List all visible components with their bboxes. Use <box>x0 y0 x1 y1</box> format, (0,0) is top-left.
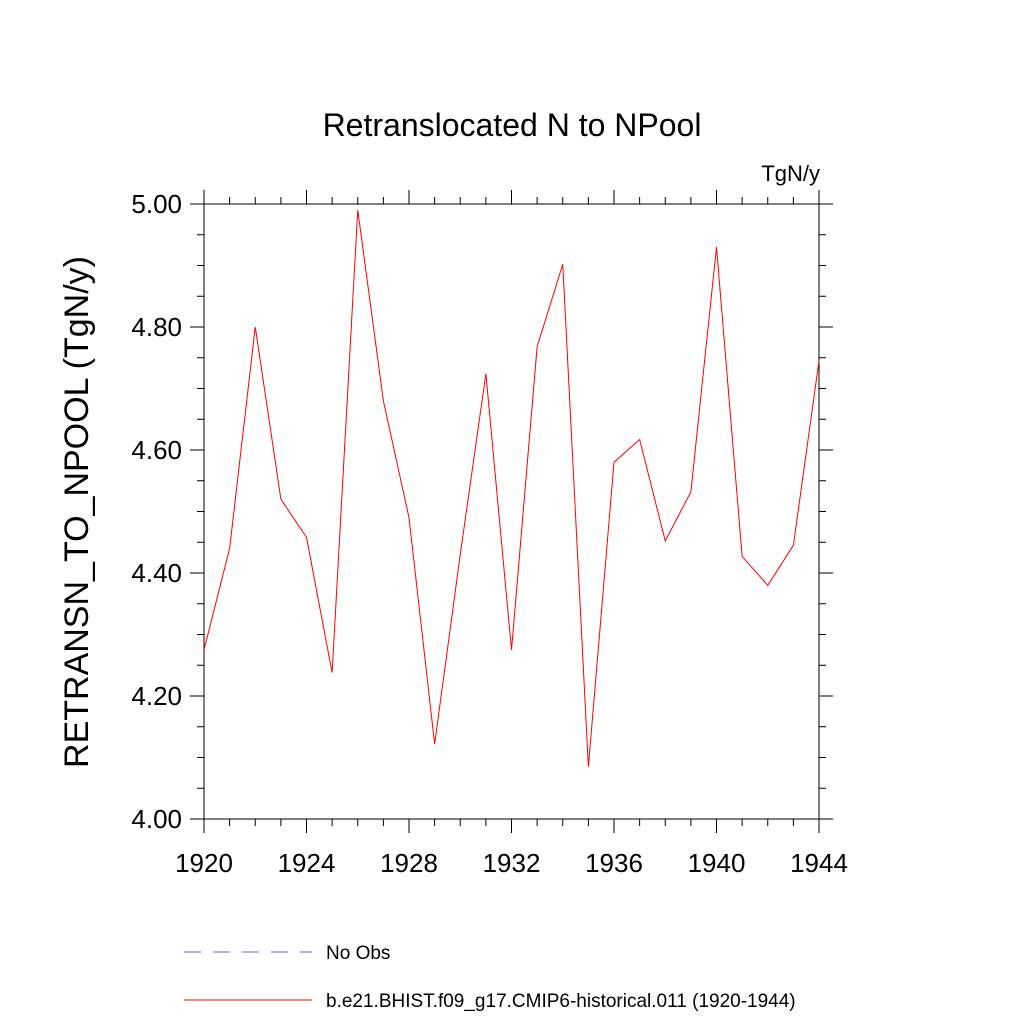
legend-label: b.e21.BHIST.f09_g17.CMIP6-historical.011… <box>326 991 796 1012</box>
chart-title: Retranslocated N to NPool <box>323 107 702 143</box>
x-tick-label: 1924 <box>278 848 336 878</box>
plot-area <box>203 203 820 820</box>
legend: No Obs b.e21.BHIST.f09_g17.CMIP6-historic… <box>184 943 796 1012</box>
x-tick-label: 1940 <box>688 848 746 878</box>
series-line <box>203 210 820 767</box>
legend-label: No Obs <box>326 943 390 964</box>
axis-ticks <box>190 190 833 833</box>
y-tick-label: 4.20 <box>131 681 182 711</box>
x-tick-label: 1936 <box>585 848 643 878</box>
x-tick-label: 1932 <box>483 848 541 878</box>
y-tick-label: 4.40 <box>131 558 182 588</box>
x-tick-label: 1944 <box>790 848 848 878</box>
y-axis-label: RETRANSN_TO_NPOOL (TgN/y) <box>58 256 96 768</box>
y-tick-label: 4.60 <box>131 435 182 465</box>
y-tick-label: 5.00 <box>131 189 182 219</box>
x-tick-label: 1928 <box>380 848 438 878</box>
units-label: TgN/y <box>761 161 820 186</box>
x-tick-label: 1920 <box>175 848 233 878</box>
series-layer <box>203 210 820 767</box>
plot-border <box>203 203 820 820</box>
y-tick-label: 4.80 <box>131 312 182 342</box>
y-tick-label: 4.00 <box>131 804 182 834</box>
tick-labels: 1920 1924 1928 1932 1936 1940 1944 4.00 4.20 4.40… <box>131 189 848 878</box>
